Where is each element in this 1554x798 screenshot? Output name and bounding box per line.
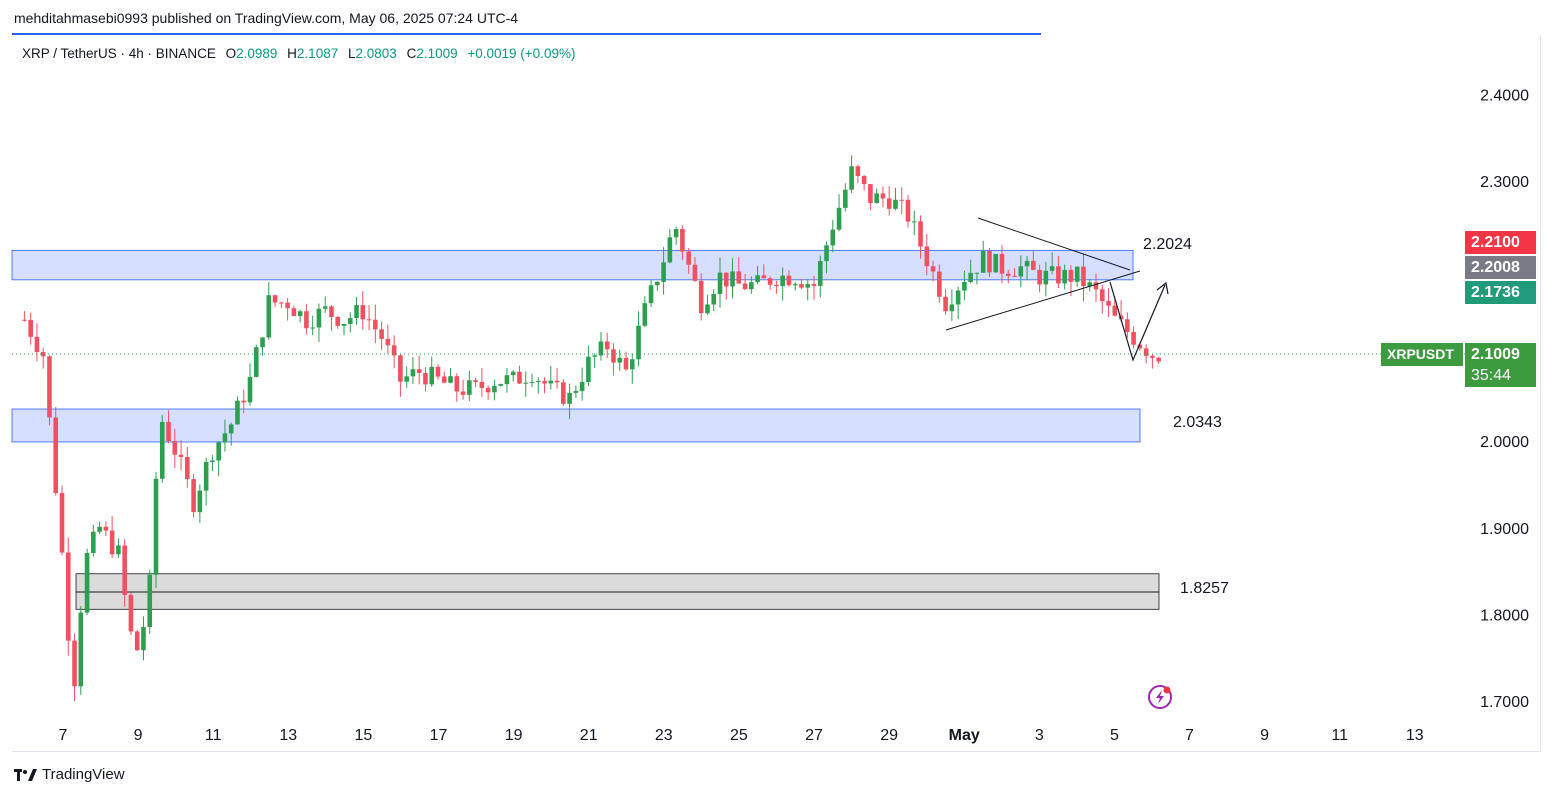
chart-frame bbox=[12, 35, 1541, 752]
legend-close: 2.1009 bbox=[416, 46, 458, 61]
legend-symbol: XRP / TetherUS · 4h · BINANCE bbox=[22, 46, 216, 61]
legend-low-label: L bbox=[347, 46, 356, 61]
legend-high-label: H bbox=[287, 46, 297, 61]
legend-close-label: C bbox=[406, 46, 417, 61]
tradingview-footer[interactable]: TradingView bbox=[14, 766, 125, 783]
top-accent-line bbox=[12, 33, 1041, 35]
symbol-badge: XRPUSDT bbox=[1381, 343, 1463, 366]
legend-low: 2.0803 bbox=[355, 46, 397, 61]
footer-brand: TradingView bbox=[42, 766, 125, 783]
legend-change: +0.0019 (+0.09%) bbox=[467, 46, 576, 61]
price-badge-teal: 2.1736 bbox=[1465, 281, 1536, 304]
publisher-line: mehditahmasebi0993 published on TradingV… bbox=[14, 10, 519, 26]
price-badge-red: 2.2100 bbox=[1465, 231, 1536, 254]
legend-high: 2.1087 bbox=[296, 46, 339, 61]
price-badge-gray: 2.2008 bbox=[1465, 256, 1536, 279]
ohlc-legend: XRP / TetherUS · 4h · BINANCE O2.0989 H2… bbox=[22, 46, 575, 61]
tradingview-logo-icon bbox=[14, 768, 38, 782]
last-price-badge: 2.1009 bbox=[1465, 343, 1536, 366]
legend-open: 2.0989 bbox=[236, 46, 278, 61]
countdown-badge: 35:44 bbox=[1465, 364, 1536, 387]
legend-open-label: O bbox=[225, 46, 237, 61]
